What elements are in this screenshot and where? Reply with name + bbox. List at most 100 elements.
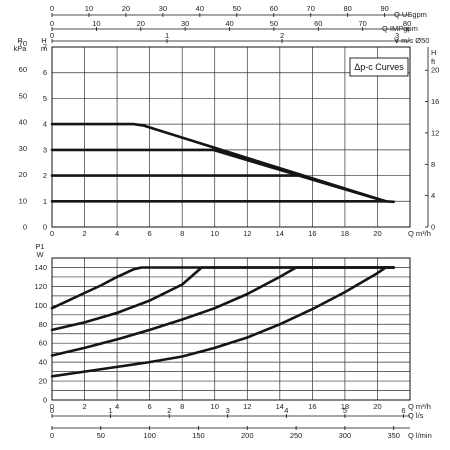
x-tick-label: 0 <box>50 229 54 238</box>
watt-tick-label: 80 <box>39 320 47 329</box>
lmin-tick-label: 350 <box>387 431 400 440</box>
x-tick-label: 8 <box>180 402 184 411</box>
impgpm-tick-label: 10 <box>92 19 100 28</box>
hm-tick-label: 1 <box>43 197 47 206</box>
impgpm-tick-label: 80 <box>403 19 411 28</box>
velocity-axis-label: V m/s Ø50 <box>394 36 429 45</box>
lmin-tick-label: 150 <box>192 431 205 440</box>
ls-tick-label: 0 <box>50 406 54 415</box>
ls-tick-label: 2 <box>167 406 171 415</box>
x-tick-label: 18 <box>341 229 349 238</box>
x-tick-label: 12 <box>243 229 251 238</box>
lmin-axis-label: Q l/min <box>408 431 432 440</box>
hm-axis-label-h: H <box>41 36 46 45</box>
kpa-tick-label: 70 <box>19 39 27 48</box>
hft-tick-label: 16 <box>431 97 439 106</box>
usgpm-tick-label: 20 <box>122 4 130 13</box>
kpa-tick-label: 30 <box>19 144 27 153</box>
x-axis-label: Q m³/h <box>408 229 431 238</box>
x-tick-label: 10 <box>211 229 219 238</box>
usgpm-tick-label: 0 <box>50 4 54 13</box>
hft-axis-label-h: H <box>431 48 436 57</box>
x-tick-label: 14 <box>276 402 284 411</box>
impgpm-tick-label: 30 <box>181 19 189 28</box>
usgpm-tick-label: 10 <box>85 4 93 13</box>
kpa-tick-label: 50 <box>19 91 27 100</box>
legend-label: Δp-c Curves <box>354 62 404 72</box>
kpa-axis-label-p: P <box>17 36 22 45</box>
usgpm-tick-label: 60 <box>270 4 278 13</box>
velocity-tick-label: 3 <box>395 31 399 40</box>
ls-tick-label: 1 <box>108 406 112 415</box>
hm-tick-label: 4 <box>43 120 47 129</box>
watt-tick-label: 120 <box>34 282 47 291</box>
velocity-tick-label: 1 <box>165 31 169 40</box>
ls-tick-label: 4 <box>284 406 288 415</box>
impgpm-tick-label: 60 <box>314 19 322 28</box>
usgpm-tick-label: 80 <box>344 4 352 13</box>
hm-tick-label: 3 <box>43 145 47 154</box>
x-tick-label: 4 <box>115 229 119 238</box>
hm-tick-label: 2 <box>43 171 47 180</box>
x-tick-label: 0 <box>50 402 54 411</box>
x-tick-label: 20 <box>373 229 381 238</box>
plot-frame-top <box>51 46 411 228</box>
hm-tick-label: 0 <box>43 223 47 232</box>
impgpm-tick-label: 0 <box>50 19 54 28</box>
kpa-tick-label: 0 <box>23 223 27 232</box>
lmin-tick-label: 250 <box>290 431 303 440</box>
impgpm-tick-label: 40 <box>225 19 233 28</box>
impgpm-tick-label: 50 <box>270 19 278 28</box>
kpa-axis-label-unit: kPa <box>14 44 28 53</box>
lmin-tick-label: 200 <box>241 431 254 440</box>
usgpm-axis-label: Q USgpm <box>394 10 427 19</box>
x-tick-label: 16 <box>308 229 316 238</box>
x-tick-label: 14 <box>276 229 284 238</box>
legend-box <box>349 57 409 77</box>
watt-axis-label-p1: P1 <box>35 242 44 251</box>
impgpm-tick-label: 20 <box>137 19 145 28</box>
watt-tick-label: 20 <box>39 377 47 386</box>
x-tick-label: 20 <box>373 402 381 411</box>
x-tick-label: 4 <box>115 402 119 411</box>
ls-tick-label: 5 <box>343 406 347 415</box>
watt-tick-label: 0 <box>43 396 47 405</box>
x-axis-label: Q m³/h <box>408 402 431 411</box>
lmin-tick-label: 300 <box>339 431 352 440</box>
usgpm-tick-label: 70 <box>307 4 315 13</box>
x-tick-label: 10 <box>211 402 219 411</box>
x-tick-label: 6 <box>148 229 152 238</box>
dp-c-curve-2 <box>50 174 387 203</box>
kpa-tick-label: 10 <box>19 196 27 205</box>
x-tick-label: 2 <box>82 402 86 411</box>
power-curve-3 <box>50 266 395 357</box>
watt-tick-label: 40 <box>39 358 47 367</box>
watt-tick-label: 140 <box>34 263 47 272</box>
watt-axis-label-unit: W <box>36 250 44 259</box>
ls-axis-label: Q l/s <box>408 411 424 420</box>
usgpm-tick-label: 40 <box>196 4 204 13</box>
kpa-tick-label: 40 <box>19 118 27 127</box>
hm-axis-label-unit: m <box>41 44 47 53</box>
watt-tick-label: 60 <box>39 339 47 348</box>
lmin-tick-label: 50 <box>97 431 105 440</box>
power-curve-1 <box>50 266 395 310</box>
usgpm-tick-label: 50 <box>233 4 241 13</box>
x-tick-label: 16 <box>308 402 316 411</box>
impgpm-axis-label: Q IMPgpm <box>382 24 418 33</box>
hft-tick-label: 8 <box>431 160 435 169</box>
ls-tick-label: 6 <box>401 406 405 415</box>
hm-tick-label: 5 <box>43 94 47 103</box>
impgpm-tick-label: 70 <box>359 19 367 28</box>
hft-tick-label: 4 <box>431 191 435 200</box>
kpa-tick-label: 20 <box>19 170 27 179</box>
usgpm-tick-label: 90 <box>380 4 388 13</box>
plot-frame-bottom <box>51 257 411 401</box>
velocity-tick-label: 0 <box>50 31 54 40</box>
dp-c-curve-4 <box>50 122 387 203</box>
x-tick-label: 8 <box>180 229 184 238</box>
ls-tick-label: 3 <box>226 406 230 415</box>
hft-axis-label-unit: ft <box>431 57 436 66</box>
lmin-tick-label: 0 <box>50 431 54 440</box>
